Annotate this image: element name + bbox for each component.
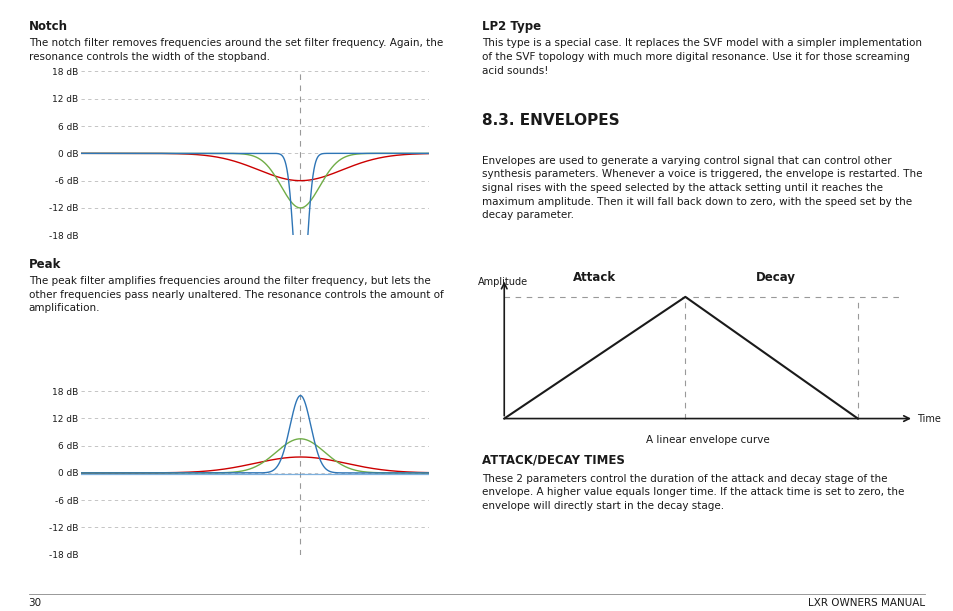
Text: Notch: Notch — [29, 20, 68, 33]
Text: Time: Time — [917, 414, 941, 423]
Text: Amplitude: Amplitude — [477, 277, 528, 287]
Text: Peak: Peak — [29, 258, 61, 271]
Text: Decay: Decay — [755, 271, 795, 284]
Text: This type is a special case. It replaces the SVF model with a simpler implementa: This type is a special case. It replaces… — [481, 38, 921, 76]
Text: Attack: Attack — [573, 271, 616, 284]
Text: Envelopes are used to generate a varying control signal that can control other
s: Envelopes are used to generate a varying… — [481, 156, 922, 220]
Text: The notch filter removes frequencies around the set filter frequency. Again, the: The notch filter removes frequencies aro… — [29, 38, 442, 62]
Text: These 2 parameters control the duration of the attack and decay stage of the
env: These 2 parameters control the duration … — [481, 474, 903, 511]
Text: 30: 30 — [29, 598, 42, 607]
Text: A linear envelope curve: A linear envelope curve — [645, 435, 769, 445]
Text: The peak filter amplifies frequencies around the filter frequency, but lets the
: The peak filter amplifies frequencies ar… — [29, 276, 443, 313]
Text: ATTACK/DECAY TIMES: ATTACK/DECAY TIMES — [481, 453, 624, 466]
Text: LXR OWNERS MANUAL: LXR OWNERS MANUAL — [807, 598, 924, 607]
Text: 8.3. ENVELOPES: 8.3. ENVELOPES — [481, 113, 618, 128]
Text: LP2 Type: LP2 Type — [481, 20, 540, 33]
